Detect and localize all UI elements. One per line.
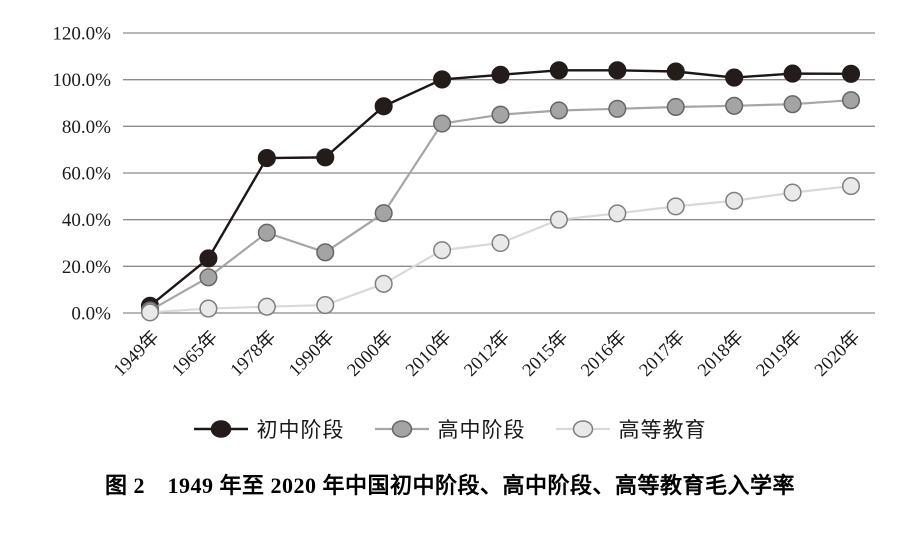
- x-tick-label-2010年: 2010年: [402, 327, 456, 381]
- senior-high-school-point-2010年: [433, 114, 452, 133]
- y-tick-label-80.0%: 80.0%: [62, 117, 111, 138]
- x-tick-label-1965年: 1965年: [168, 327, 222, 381]
- chart-legend: 初中阶段 高中阶段 高等教育: [0, 404, 900, 454]
- y-tick-label-0.0%: 0.0%: [71, 304, 111, 325]
- higher-education-point-1965年: [199, 299, 218, 318]
- x-tick-label-2020年: 2020年: [810, 327, 864, 381]
- series-junior-middle-school: [140, 61, 861, 315]
- legend-marker-higher-education: [555, 420, 610, 438]
- series-higher-education: [140, 177, 861, 322]
- legend-marker-junior-middle-school: [193, 420, 248, 438]
- higher-education-point-1978年: [257, 297, 276, 316]
- junior-middle-school-point-2000年: [374, 97, 393, 116]
- higher-education-point-1990年: [316, 296, 335, 315]
- legend-item-senior-high-school: 高中阶段: [374, 414, 526, 444]
- legend-label-junior-middle-school: 初中阶段: [256, 418, 345, 442]
- y-tick-label-120.0%: 120.0%: [52, 24, 111, 45]
- higher-education-point-2012年: [491, 233, 510, 253]
- enrollment-line-chart: 0.0% 20.0% 40.0% 60.0% 80.0% 100.0% 120.0% 194…: [52, 24, 875, 381]
- senior-high-school-point-2000年: [374, 204, 393, 223]
- junior-middle-school-point-2019年: [783, 64, 802, 83]
- senior-high-school-point-2020年: [841, 91, 861, 110]
- senior-high-school-point-2017年: [666, 97, 685, 117]
- y-axis-tick-labels: 0.0% 20.0% 40.0% 60.0% 80.0% 100.0% 120.0%: [52, 24, 111, 325]
- junior-middle-school-point-1978年: [257, 149, 276, 168]
- x-axis-tick-labels: 1949年 1965年 1978年 1990年 2000年 2010年 2012年 2015年…: [109, 327, 864, 381]
- senior-high-school-point-1965年: [199, 268, 218, 287]
- x-tick-label-1990年: 1990年: [285, 327, 339, 381]
- legend-label-higher-education: 高等教育: [618, 418, 707, 442]
- higher-education-point-1949年: [140, 303, 160, 322]
- junior-middle-school-point-2016年: [608, 61, 627, 80]
- junior-middle-school-point-1965年: [199, 249, 218, 268]
- x-tick-label-2015年: 2015年: [518, 327, 572, 381]
- higher-education-point-2017年: [666, 197, 685, 216]
- junior-middle-school-point-2012年: [491, 65, 510, 84]
- higher-education-point-2010年: [433, 241, 452, 260]
- senior-high-school-point-1978年: [257, 223, 276, 242]
- junior-middle-school-point-2015年: [549, 61, 568, 80]
- higher-education-point-2016年: [608, 204, 627, 223]
- senior-high-school-point-2019年: [783, 95, 802, 114]
- x-tick-label-2016年: 2016年: [577, 327, 631, 381]
- legend-label-senior-high-school: 高中阶段: [437, 418, 526, 442]
- junior-middle-school-point-1990年: [316, 148, 335, 167]
- y-tick-label-100.0%: 100.0%: [52, 70, 111, 91]
- x-tick-label-2000年: 2000年: [343, 327, 397, 381]
- junior-middle-school-point-2010年: [433, 70, 452, 89]
- x-tick-label-2012年: 2012年: [460, 327, 514, 381]
- higher-education-point-2019年: [783, 183, 802, 202]
- y-tick-label-40.0%: 40.0%: [62, 210, 111, 231]
- higher-education-point-2000年: [374, 274, 393, 293]
- senior-high-school-point-2012年: [491, 105, 510, 124]
- legend-marker-senior-high-school: [374, 420, 429, 438]
- y-tick-label-60.0%: 60.0%: [62, 164, 111, 185]
- legend-item-junior-middle-school: 初中阶段: [193, 414, 345, 444]
- y-tick-label-20.0%: 20.0%: [62, 257, 111, 278]
- senior-high-school-point-2018年: [725, 96, 744, 115]
- higher-education-point-2020年: [841, 177, 861, 196]
- x-tick-label-2018年: 2018年: [694, 327, 748, 381]
- x-tick-label-2019年: 2019年: [752, 327, 806, 381]
- higher-education-point-2018年: [725, 191, 744, 210]
- junior-middle-school-point-2020年: [841, 64, 861, 83]
- x-tick-label-1949年: 1949年: [109, 327, 163, 381]
- senior-high-school-point-2016年: [608, 99, 627, 118]
- junior-middle-school-point-2017年: [666, 62, 685, 81]
- x-tick-label-2017年: 2017年: [635, 327, 689, 381]
- legend-item-higher-education: 高等教育: [555, 414, 707, 444]
- series-line-senior-high-school: [148, 99, 853, 312]
- figure-caption: 图 2 1949 年至 2020 年中国初中阶段、高中阶段、高等教育毛入学率: [104, 473, 795, 498]
- series-layer: [140, 61, 861, 322]
- x-tick-label-1978年: 1978年: [226, 327, 280, 381]
- senior-high-school-point-1990年: [316, 243, 335, 262]
- higher-education-point-2015年: [549, 210, 568, 229]
- senior-high-school-point-2015年: [549, 101, 568, 120]
- junior-middle-school-point-2018年: [725, 68, 744, 87]
